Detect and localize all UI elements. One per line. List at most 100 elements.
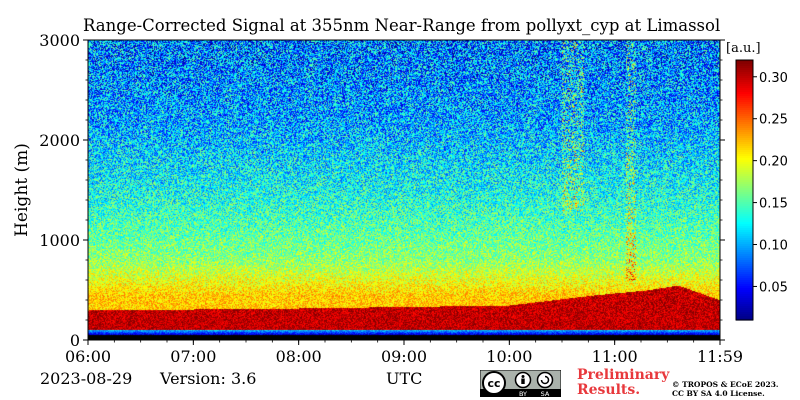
svg-text:BY: BY (519, 390, 527, 397)
colorbar-segment (736, 176, 753, 179)
colorbar-segment (736, 226, 753, 229)
colorbar-segment (736, 220, 753, 223)
colorbar-segment (736, 142, 753, 145)
colorbar-segment (736, 236, 753, 239)
x-tick-label: 08:00 (276, 347, 322, 366)
colorbar-segment (736, 254, 753, 257)
colorbar-segment (736, 208, 753, 211)
colorbar-tick-label: 0.10 (759, 239, 788, 254)
colorbar-segment (736, 146, 753, 149)
colorbar-segment (736, 196, 753, 199)
colorbar-segment (736, 180, 753, 183)
colorbar-segment (736, 78, 753, 81)
colorbar-segment (736, 100, 753, 103)
colorbar-segment (736, 110, 753, 113)
colorbar-segment (736, 108, 753, 111)
colorbar-segment (736, 206, 753, 209)
colorbar-segment (736, 144, 753, 147)
colorbar-segment (736, 242, 753, 245)
colorbar-segment (736, 268, 753, 271)
y-tick-label: 1000 (39, 231, 80, 250)
colorbar-segment (736, 174, 753, 177)
colorbar-frame (735, 59, 754, 321)
colorbar-segment (736, 234, 753, 237)
colorbar-segment (736, 160, 753, 163)
colorbar-segment (736, 112, 753, 115)
colorbar-tick-label: 0.30 (759, 71, 788, 86)
preliminary-results-note: Preliminary Results. (577, 368, 669, 398)
colorbar-segment (736, 154, 753, 157)
colorbar-segment (736, 150, 753, 153)
colorbar-segment (736, 214, 753, 217)
colorbar-segment (736, 82, 753, 85)
colorbar-segment (736, 88, 753, 91)
colorbar-segment (736, 156, 753, 159)
colorbar-segment (736, 198, 753, 201)
colorbar-segment (736, 200, 753, 203)
colorbar-segment (736, 248, 753, 251)
colorbar-tick-label: 0.20 (759, 155, 788, 170)
colorbar-segment (736, 66, 753, 69)
chart-title: Range-Corrected Signal at 355nm Near-Ran… (83, 16, 721, 35)
colorbar-segment (736, 64, 753, 67)
colorbar-segment (736, 304, 753, 307)
colorbar-segment (736, 158, 753, 161)
x-tick-label: 11:59 (697, 347, 743, 366)
preliminary-line-2: Results. (577, 382, 641, 398)
colorbar-segment (736, 204, 753, 207)
colorbar-segment (736, 96, 753, 99)
x-axis-label: UTC (386, 369, 423, 388)
colorbar-segment (736, 182, 753, 185)
colorbar-segment (736, 238, 753, 241)
x-tick-label: 11:00 (592, 347, 638, 366)
heatmap-image (88, 40, 720, 340)
colorbar-segment (736, 170, 753, 173)
colorbar-segment (736, 210, 753, 213)
colorbar-segment (736, 266, 753, 269)
colorbar-segment (736, 246, 753, 249)
colorbar-segment (736, 308, 753, 311)
cc-license-badge: cc BY SA (480, 370, 561, 397)
colorbar-segment (736, 222, 753, 225)
colorbar-segment (736, 130, 753, 133)
colorbar-segment (736, 166, 753, 169)
sa-icon: SA (536, 371, 554, 397)
colorbar-segment (736, 272, 753, 275)
colorbar-segment (736, 288, 753, 291)
colorbar-segment (736, 212, 753, 215)
preliminary-line-1: Preliminary (577, 367, 670, 383)
colorbar-segment (736, 80, 753, 83)
y-tick-label: 2000 (39, 131, 80, 150)
colorbar-segment (736, 132, 753, 135)
colorbar-segment (736, 286, 753, 289)
colorbar-segment (736, 62, 753, 65)
colorbar-segment (736, 184, 753, 187)
colorbar-segment (736, 224, 753, 227)
colorbar-segment (736, 284, 753, 287)
colorbar-segment (736, 256, 753, 259)
x-tick-label: 10:00 (486, 347, 532, 366)
colorbar-segment (736, 240, 753, 243)
colorbar-segment (736, 294, 753, 297)
colorbar-segment (736, 292, 753, 295)
colorbar-segment (736, 192, 753, 195)
copyright-line-1: © TROPOS & ECoE 2023. (672, 380, 779, 389)
y-tick-label: 0 (70, 331, 80, 350)
svg-text:SA: SA (541, 390, 550, 397)
colorbar-segment (736, 140, 753, 143)
colorbar-segment (736, 72, 753, 75)
colorbar-segment (736, 244, 753, 247)
colorbar-segment (736, 120, 753, 123)
y-axis-label: Height (m) (12, 143, 32, 237)
svg-text:cc: cc (487, 377, 500, 390)
colorbar-segment (736, 60, 753, 63)
colorbar-segment (736, 84, 753, 87)
colorbar-segment (736, 70, 753, 73)
colorbar-segment (736, 216, 753, 219)
version-label: Version: 3.6 (160, 369, 257, 388)
colorbar: 0.05 0.10 0.15 0.20 0.25 0.30 (735, 59, 788, 321)
colorbar-segment (736, 230, 753, 233)
copyright-note: © TROPOS & ECoE 2023. CC BY SA 4.0 Licen… (672, 380, 779, 398)
colorbar-segment (736, 178, 753, 181)
